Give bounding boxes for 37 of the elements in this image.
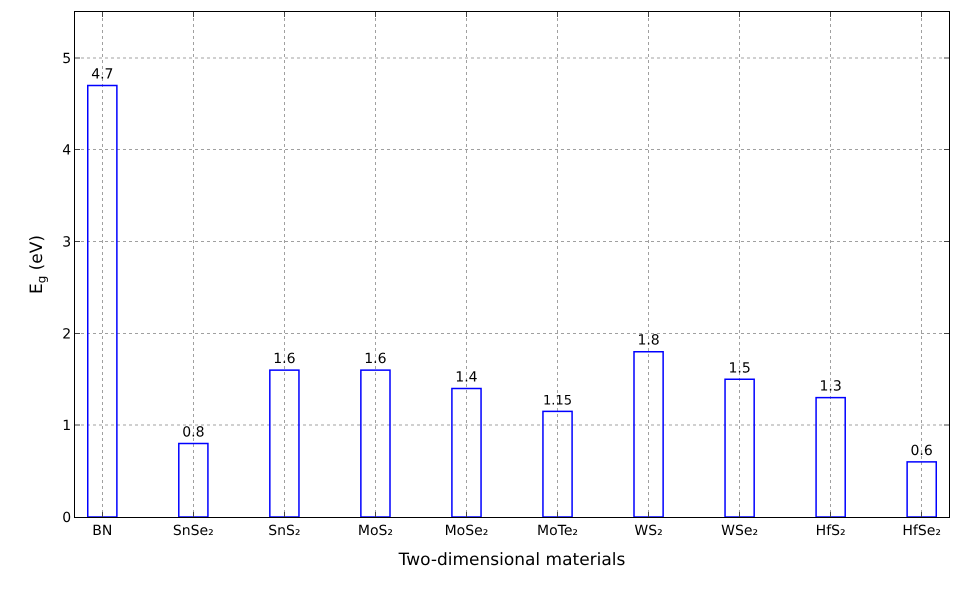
bar [178, 442, 209, 517]
data-label: 1.4 [455, 369, 478, 386]
y-tick-label: 5 [62, 50, 72, 67]
data-label: 0.8 [182, 424, 204, 441]
data-label: 1.8 [637, 332, 660, 349]
x-tick-label: HfSe₂ [902, 522, 941, 539]
x-tick-label: BN [92, 522, 112, 539]
y-tick-label: 3 [62, 234, 72, 250]
bar [542, 410, 573, 517]
data-label: 1.6 [364, 351, 387, 368]
y-tick-label: 4 [62, 142, 72, 159]
y-tick-label: 1 [62, 418, 72, 434]
bar [269, 369, 300, 517]
x-tick-label: MoTe₂ [536, 522, 578, 539]
x-axis-title: Two-dimensional materials [398, 550, 626, 570]
bar [360, 369, 391, 517]
y-tick-label: 2 [62, 326, 72, 342]
x-tick-label: SnSe₂ [172, 522, 214, 539]
bar [724, 378, 755, 517]
data-label: 4.7 [91, 66, 114, 82]
bar [633, 350, 664, 517]
x-tick-label: HfS₂ [816, 522, 846, 539]
x-tick-label: WSe₂ [721, 522, 758, 539]
data-label: 1.5 [728, 360, 751, 376]
bar [451, 388, 482, 517]
bar [87, 84, 118, 517]
bar [906, 461, 937, 517]
data-label: 0.6 [910, 442, 933, 459]
data-label: 1.6 [273, 351, 296, 368]
x-tick-label: SnS₂ [268, 522, 301, 539]
x-tick-label: MoS₂ [358, 522, 394, 539]
data-label: 1.15 [542, 394, 572, 409]
x-tick-label: WS₂ [634, 522, 663, 539]
x-tick-label: MoSe₂ [444, 522, 488, 539]
y-tick-label: 0 [62, 510, 72, 526]
data-label: 1.3 [820, 378, 842, 395]
bar [815, 396, 846, 517]
